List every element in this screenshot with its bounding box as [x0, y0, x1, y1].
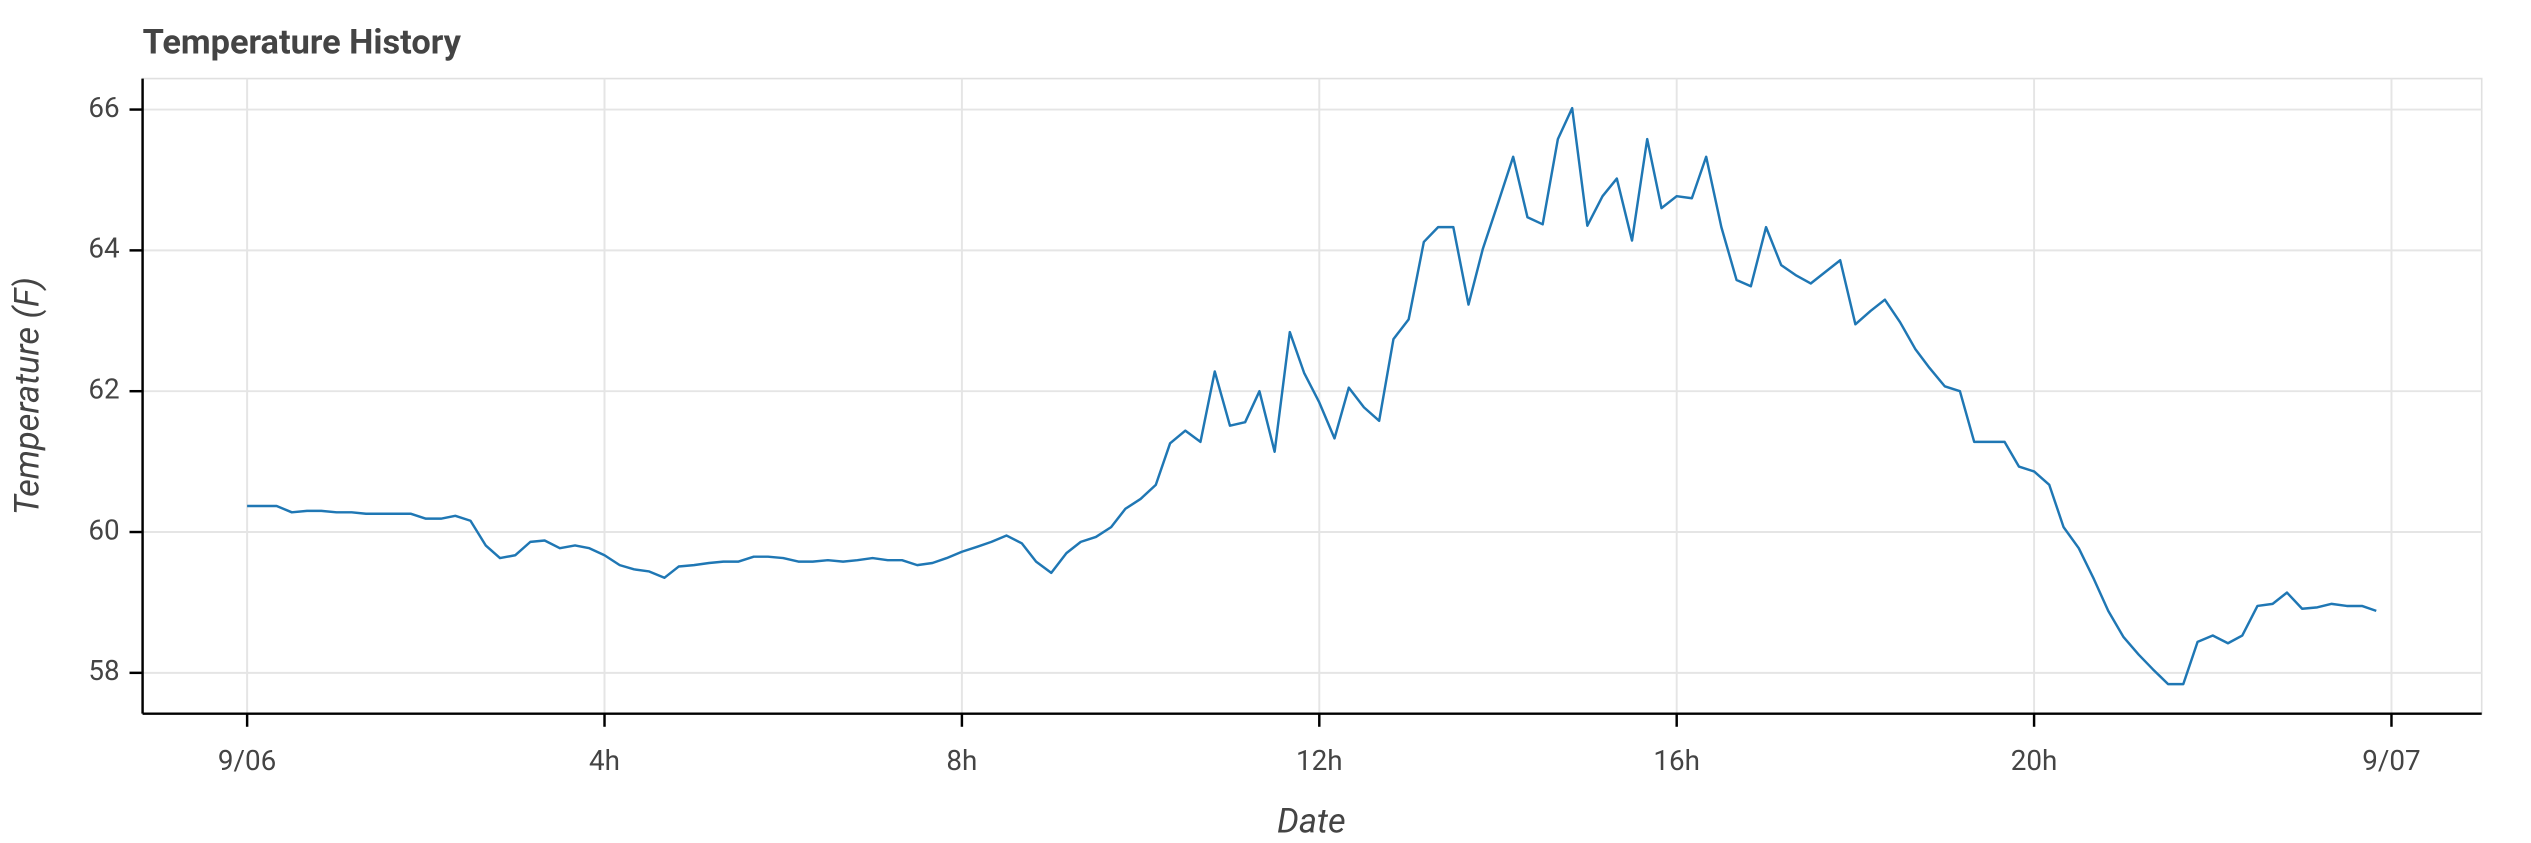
x-axis-label: Date: [1277, 801, 1346, 841]
y-tick-label: 62: [88, 373, 119, 406]
y-tick-label: 58: [88, 654, 119, 687]
x-tick-label: 12h: [1296, 744, 1343, 777]
x-tick-label: 20h: [2011, 744, 2058, 777]
x-tick-label: 8h: [946, 744, 977, 777]
plot-frame: [141, 77, 2483, 715]
x-tick-label: 16h: [1653, 744, 1700, 777]
chart-title: Temperature History: [143, 22, 462, 62]
x-tick-label: 9/06: [218, 744, 276, 777]
y-axis-label: Temperature (F): [8, 277, 48, 515]
x-tick-label: 4h: [589, 744, 620, 777]
y-tick-label: 60: [88, 513, 119, 546]
x-tick-label: 9/07: [2362, 744, 2420, 777]
y-tick-label: 66: [88, 91, 119, 124]
y-tick-label: 64: [88, 232, 119, 265]
data-line: [247, 106, 2377, 686]
